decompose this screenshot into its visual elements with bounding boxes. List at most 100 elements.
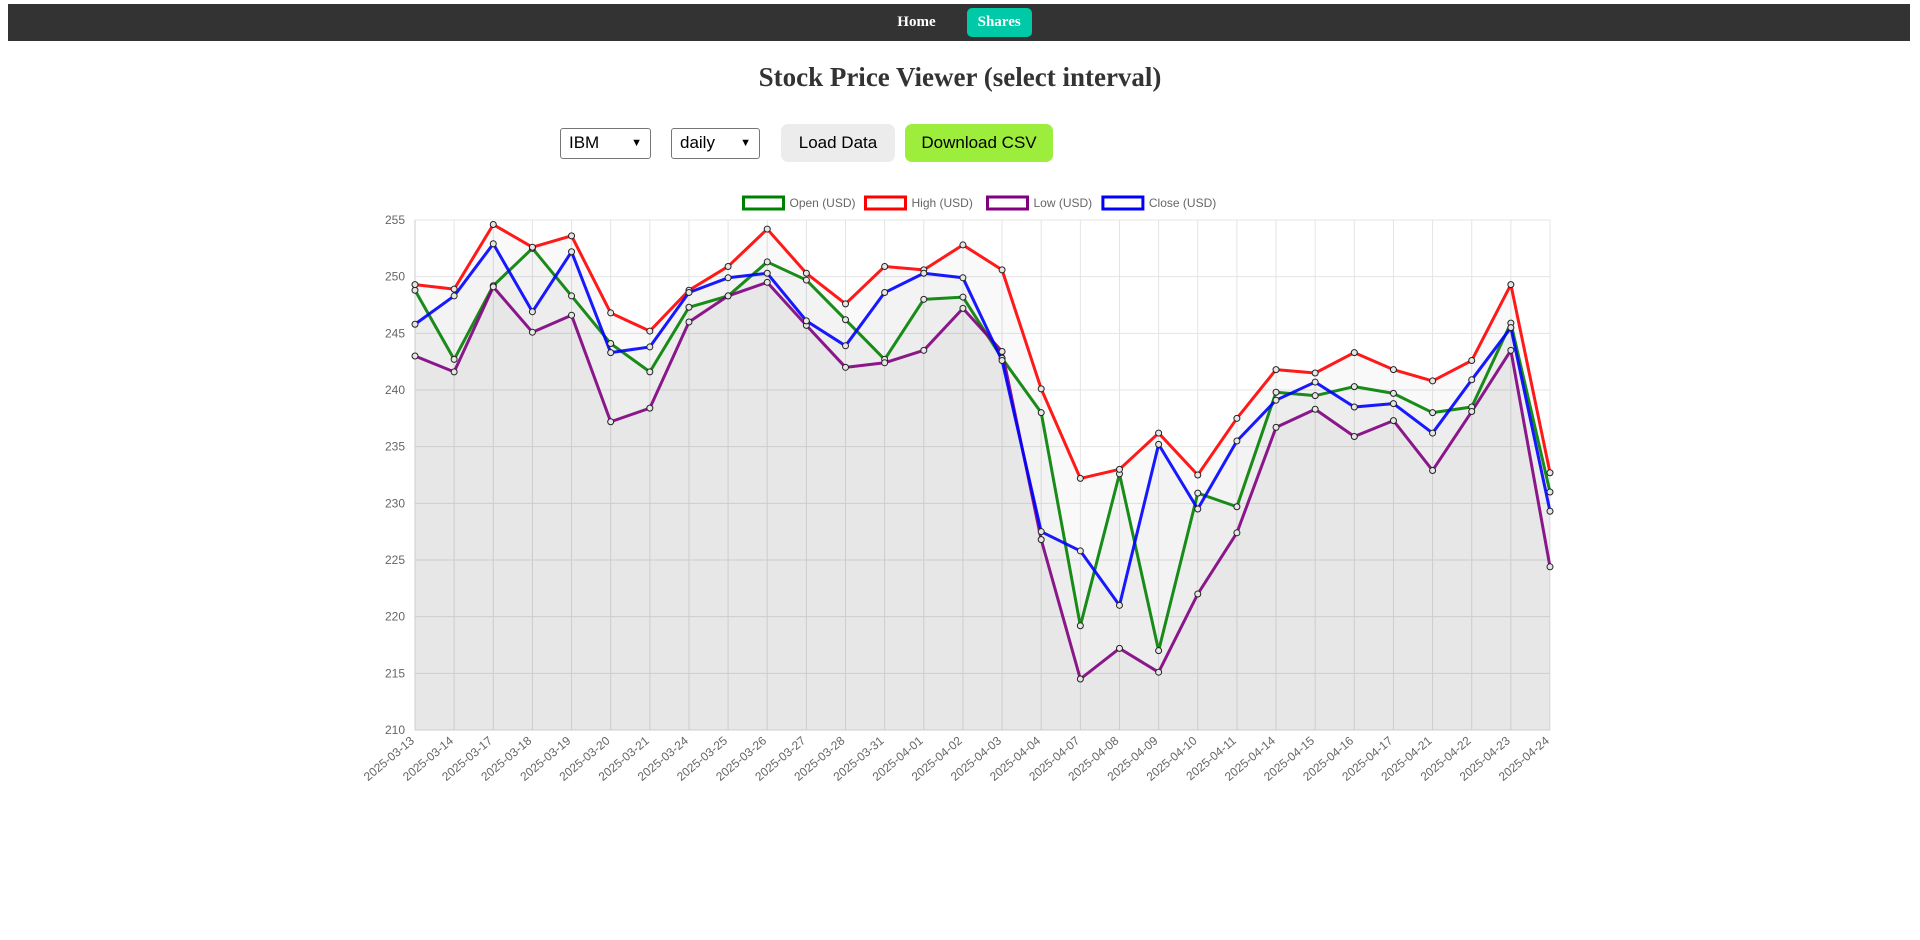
legend-swatch: [742, 195, 785, 211]
legend-label: High (USD): [912, 196, 973, 210]
data-point: [1037, 409, 1045, 417]
data-point: [1429, 429, 1437, 437]
legend-swatch: [986, 195, 1029, 211]
data-point: [1272, 366, 1280, 374]
data-point: [959, 293, 967, 301]
chevron-down-icon: ▼: [740, 137, 751, 149]
data-point: [1037, 528, 1045, 536]
chart-legend[interactable]: Open (USD) High (USD) Low (USD) Close (USD): [742, 195, 1217, 211]
legend-label: Low (USD): [1034, 196, 1093, 210]
data-point: [411, 320, 419, 328]
data-point: [1076, 675, 1084, 683]
top-navbar: Home Shares: [8, 4, 1910, 41]
data-point: [1389, 389, 1397, 397]
data-point: [1546, 563, 1554, 571]
data-point: [881, 289, 889, 297]
data-point: [1233, 437, 1241, 445]
data-point: [724, 292, 732, 300]
data-point: [763, 278, 771, 286]
y-tick-label: 245: [385, 326, 405, 340]
data-point: [763, 269, 771, 277]
data-point: [1194, 505, 1202, 513]
data-point: [1468, 408, 1476, 416]
data-point: [1194, 489, 1202, 497]
data-point: [489, 283, 497, 291]
data-point: [1076, 622, 1084, 630]
y-tick-label: 255: [385, 213, 405, 227]
data-point: [724, 274, 732, 282]
data-point: [1076, 474, 1084, 482]
data-point: [881, 359, 889, 367]
data-point: [998, 347, 1006, 355]
data-point: [1429, 409, 1437, 417]
data-point: [959, 274, 967, 282]
data-point: [607, 309, 615, 317]
chart-area-fill: [415, 225, 1550, 730]
data-point: [1507, 281, 1515, 289]
data-point: [1155, 668, 1163, 676]
legend-swatch: [1101, 195, 1145, 211]
series-line: [414, 242, 1552, 607]
data-point: [1311, 378, 1319, 386]
data-point: [1233, 503, 1241, 511]
data-point: [528, 243, 536, 251]
y-tick-label: 225: [385, 553, 405, 567]
interval-select-value: daily: [680, 133, 715, 152]
data-point: [646, 343, 654, 351]
data-point: [1468, 376, 1476, 384]
series-line: [414, 223, 1552, 480]
data-point: [1429, 466, 1437, 474]
download-csv-button[interactable]: Download CSV: [905, 124, 1053, 162]
data-point: [607, 349, 615, 357]
data-point: [1115, 601, 1123, 609]
y-tick-label: 230: [385, 496, 405, 510]
data-point: [411, 281, 419, 289]
data-point: [1507, 346, 1515, 354]
data-point: [1546, 469, 1554, 477]
data-point: [1272, 396, 1280, 404]
load-data-button[interactable]: Load Data: [781, 124, 895, 162]
data-point: [1350, 432, 1358, 440]
data-point: [881, 262, 889, 270]
data-point: [1389, 417, 1397, 425]
data-point: [1194, 471, 1202, 479]
data-point: [1233, 414, 1241, 422]
data-point: [842, 316, 850, 324]
stock-price-chart: 2102152202252302352402452502552025-03-13…: [361, 195, 1554, 784]
data-point: [959, 304, 967, 312]
y-tick-label: 210: [385, 723, 405, 737]
data-point: [568, 248, 576, 256]
data-point: [1155, 647, 1163, 655]
data-point: [685, 318, 693, 326]
symbol-select[interactable]: IBM ▼: [560, 127, 651, 159]
chart-lines: [413, 223, 1552, 681]
data-point: [1468, 357, 1476, 365]
data-point: [842, 300, 850, 308]
data-point: [685, 289, 693, 297]
chart-points: [411, 221, 1554, 683]
data-point: [998, 357, 1006, 365]
data-point: [1350, 349, 1358, 357]
y-tick-label: 240: [385, 383, 405, 397]
data-point: [802, 317, 810, 325]
data-point: [1272, 423, 1280, 431]
series-line: [414, 280, 1552, 681]
data-point: [1350, 383, 1358, 391]
data-point: [568, 232, 576, 240]
data-point: [1272, 388, 1280, 396]
data-point: [763, 258, 771, 266]
nav-home-link[interactable]: Home: [897, 14, 936, 30]
data-point: [1037, 536, 1045, 544]
data-point: [920, 346, 928, 354]
data-point: [1115, 465, 1123, 473]
interval-select[interactable]: daily ▼: [671, 127, 760, 159]
data-point: [450, 355, 458, 363]
nav-shares-tab[interactable]: Shares: [966, 8, 1032, 37]
data-point: [528, 308, 536, 316]
data-point: [1389, 400, 1397, 408]
y-tick-label: 215: [385, 666, 405, 680]
data-point: [1076, 547, 1084, 555]
legend-swatch: [864, 195, 907, 211]
y-tick-label: 235: [385, 440, 405, 454]
data-point: [842, 342, 850, 350]
